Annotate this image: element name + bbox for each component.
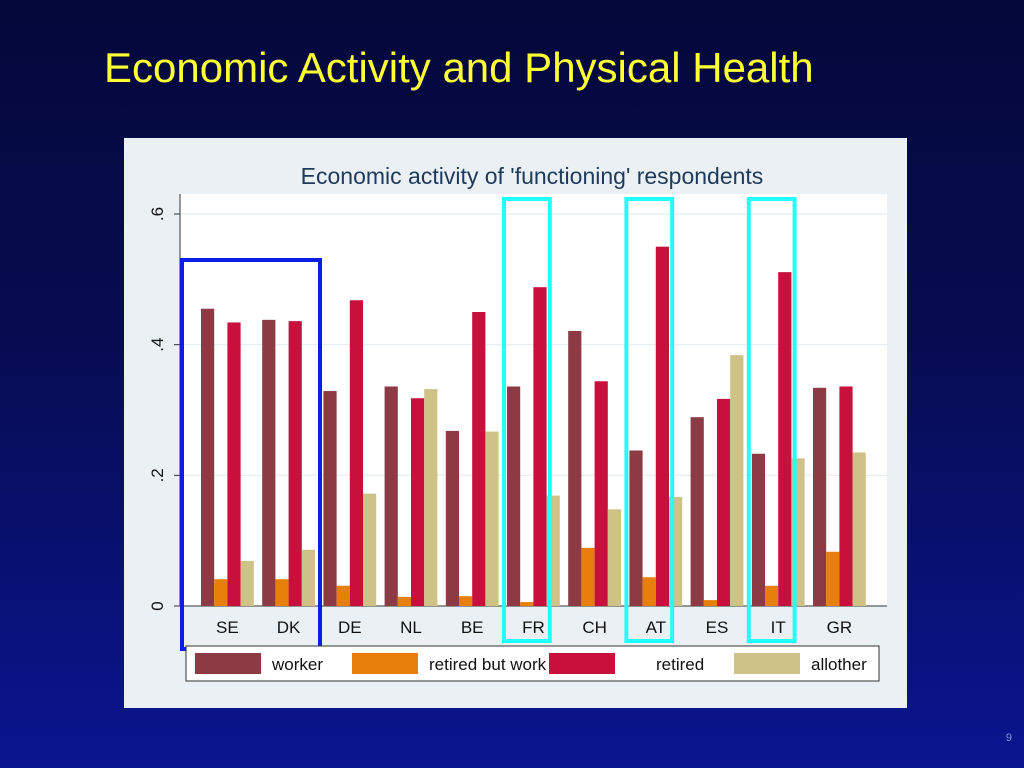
chart-panel: Economic activity of 'functioning' respo… xyxy=(124,138,907,708)
y-tick-label: .6 xyxy=(148,207,167,221)
bar-ch-retired xyxy=(594,381,608,606)
x-tick-label: DE xyxy=(338,618,362,637)
x-tick-label: DK xyxy=(277,618,301,637)
bar-nl-worker xyxy=(384,386,398,606)
bar-be-retired xyxy=(472,312,486,606)
y-tick-label: .4 xyxy=(148,338,167,352)
bar-de-allother xyxy=(363,493,377,606)
x-tick-label: IT xyxy=(771,618,786,637)
bar-at-retired-but-work xyxy=(642,577,656,606)
bar-de-worker xyxy=(323,391,337,606)
bar-nl-retired-but-work xyxy=(397,596,411,606)
legend-swatch-allother xyxy=(734,653,800,674)
bar-it-worker xyxy=(751,453,765,606)
highlight-box-fr xyxy=(502,197,552,643)
bar-se-retired-but-work xyxy=(214,579,228,606)
bar-de-retired-but-work xyxy=(336,585,350,606)
page-number: 9 xyxy=(1005,732,1012,744)
x-tick-label: NL xyxy=(400,618,422,637)
bar-es-allother xyxy=(730,355,744,606)
bar-se-retired xyxy=(227,322,241,606)
bar-at-worker xyxy=(629,450,643,606)
bar-be-allother xyxy=(485,431,499,606)
bar-chart: Economic activity of 'functioning' respo… xyxy=(148,163,887,682)
bar-gr-worker xyxy=(813,387,827,606)
highlight-box-at xyxy=(624,197,675,643)
bar-it-retired xyxy=(778,272,792,606)
chart-title: Economic activity of 'functioning' respo… xyxy=(301,163,764,189)
slide-title: Economic Activity and Physical Health xyxy=(104,44,814,91)
x-tick-label: CH xyxy=(582,618,607,637)
bar-ch-allother xyxy=(607,509,621,606)
bar-de-retired xyxy=(349,300,363,606)
bar-be-retired-but-work xyxy=(459,596,473,606)
legend-label: retired xyxy=(656,655,704,674)
bar-ch-retired-but-work xyxy=(581,547,595,606)
legend-swatch-retired xyxy=(549,653,615,674)
bar-dk-allother xyxy=(301,549,315,606)
legend-label: allother xyxy=(811,655,867,674)
bar-se-allother xyxy=(240,560,254,606)
bar-gr-retired-but-work xyxy=(826,551,840,606)
y-tick-label: .2 xyxy=(148,468,167,482)
bar-dk-worker xyxy=(262,319,276,606)
legend-label: retired but work xyxy=(429,655,547,674)
bar-gr-allother xyxy=(852,452,866,606)
legend-swatch-worker xyxy=(195,653,261,674)
x-tick-label: GR xyxy=(827,618,853,637)
bar-es-retired-but-work xyxy=(703,600,717,606)
x-tick-label: BE xyxy=(461,618,484,637)
x-tick-label: FR xyxy=(522,618,545,637)
bar-fr-retired-but-work xyxy=(520,602,534,606)
bar-fr-retired xyxy=(533,287,547,606)
bar-at-retired xyxy=(655,246,669,606)
x-tick-label: AT xyxy=(646,618,666,637)
bar-be-worker xyxy=(445,430,459,606)
bar-fr-worker xyxy=(507,386,521,606)
bar-es-retired xyxy=(717,398,731,606)
bar-it-retired-but-work xyxy=(765,585,779,606)
y-tick-label: 0 xyxy=(148,601,167,610)
bar-gr-retired xyxy=(839,386,853,606)
bar-se-worker xyxy=(201,308,215,606)
bar-dk-retired-but-work xyxy=(275,579,289,606)
bar-nl-allother xyxy=(424,389,438,606)
highlight-box-it xyxy=(746,197,797,643)
bar-ch-worker xyxy=(568,330,582,606)
x-tick-label: ES xyxy=(706,618,729,637)
x-tick-label: SE xyxy=(216,618,239,637)
bar-es-worker xyxy=(690,417,704,606)
bar-dk-retired xyxy=(288,321,302,606)
legend-label: worker xyxy=(271,655,323,674)
bar-nl-retired xyxy=(411,398,425,606)
legend-swatch-retired-but-work xyxy=(352,653,418,674)
